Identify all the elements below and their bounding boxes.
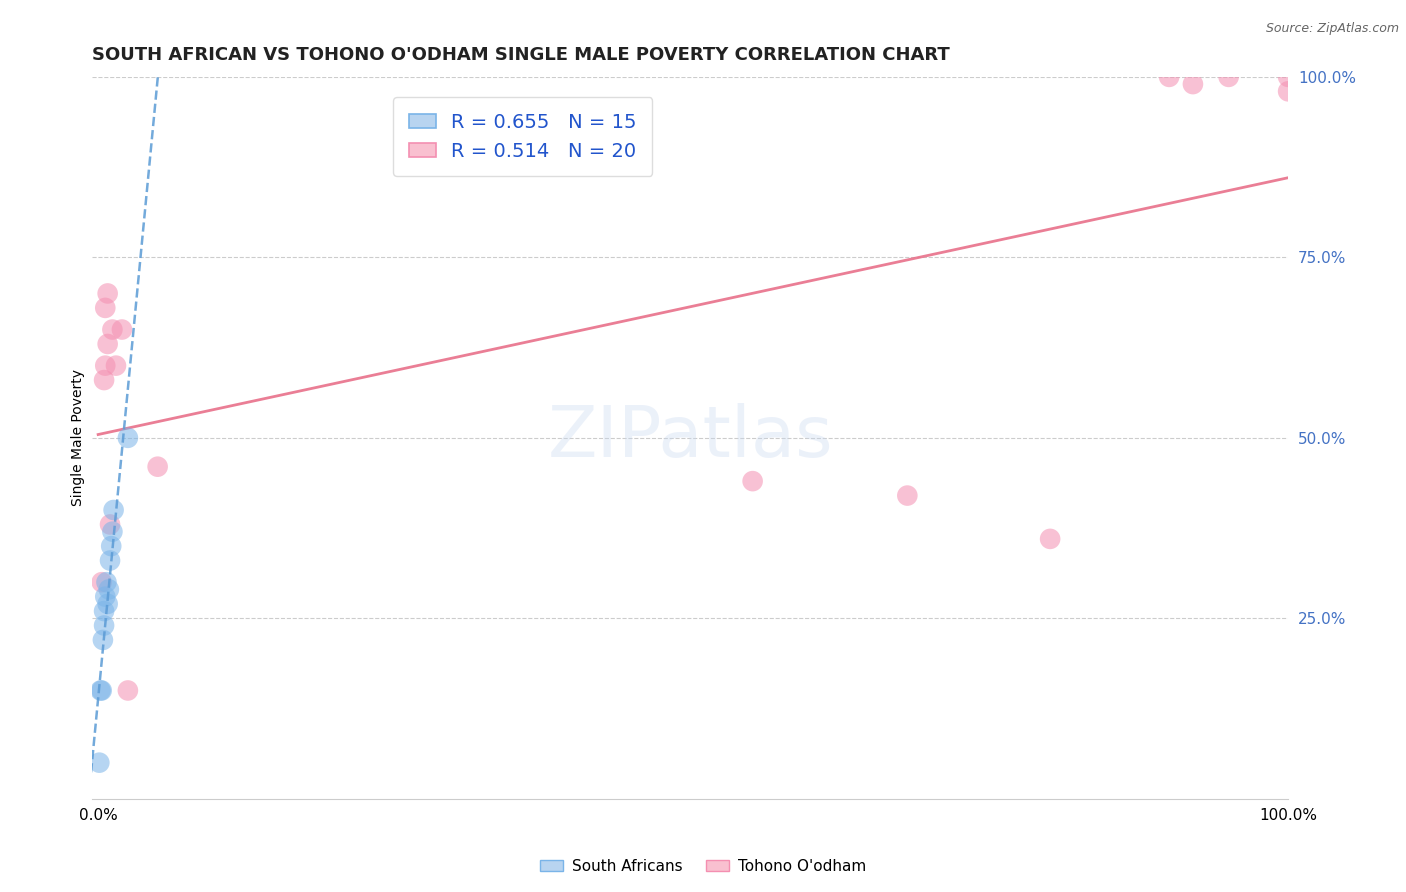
- Point: [96, 575, 118, 590]
- Point: [93, 618, 115, 632]
- Text: SOUTH AFRICAN VS TOHONO O'ODHAM SINGLE MALE POVERTY CORRELATION CHART: SOUTH AFRICAN VS TOHONO O'ODHAM SINGLE M…: [93, 46, 950, 64]
- Point: [146, 459, 169, 474]
- Point: [1277, 70, 1299, 84]
- Point: [97, 582, 120, 597]
- Point: [117, 683, 139, 698]
- Point: [101, 524, 124, 539]
- Point: [1181, 77, 1204, 91]
- Point: [117, 431, 139, 445]
- Point: [93, 604, 115, 618]
- Point: [104, 359, 127, 373]
- Point: [94, 301, 117, 315]
- Point: [90, 575, 112, 590]
- Point: [103, 503, 125, 517]
- Point: [91, 632, 114, 647]
- Legend: South Africans, Tohono O'odham: South Africans, Tohono O'odham: [534, 853, 872, 880]
- Point: [97, 286, 120, 301]
- Point: [90, 683, 112, 698]
- Point: [98, 553, 121, 567]
- Point: [93, 373, 115, 387]
- Text: ZIPatlas: ZIPatlas: [547, 403, 832, 473]
- Point: [89, 683, 111, 698]
- Point: [1039, 532, 1062, 546]
- Point: [111, 322, 134, 336]
- Point: [97, 337, 120, 351]
- Point: [97, 597, 120, 611]
- Y-axis label: Single Male Poverty: Single Male Poverty: [72, 369, 86, 507]
- Legend: R = 0.655   N = 15, R = 0.514   N = 20: R = 0.655 N = 15, R = 0.514 N = 20: [394, 97, 652, 177]
- Point: [100, 539, 122, 553]
- Text: Source: ZipAtlas.com: Source: ZipAtlas.com: [1265, 22, 1399, 36]
- Point: [1159, 70, 1181, 84]
- Point: [1277, 84, 1299, 98]
- Point: [101, 322, 124, 336]
- Point: [896, 489, 918, 503]
- Point: [1218, 70, 1240, 84]
- Point: [94, 590, 117, 604]
- Point: [89, 756, 111, 770]
- Point: [741, 474, 763, 488]
- Point: [94, 359, 117, 373]
- Point: [98, 517, 121, 532]
